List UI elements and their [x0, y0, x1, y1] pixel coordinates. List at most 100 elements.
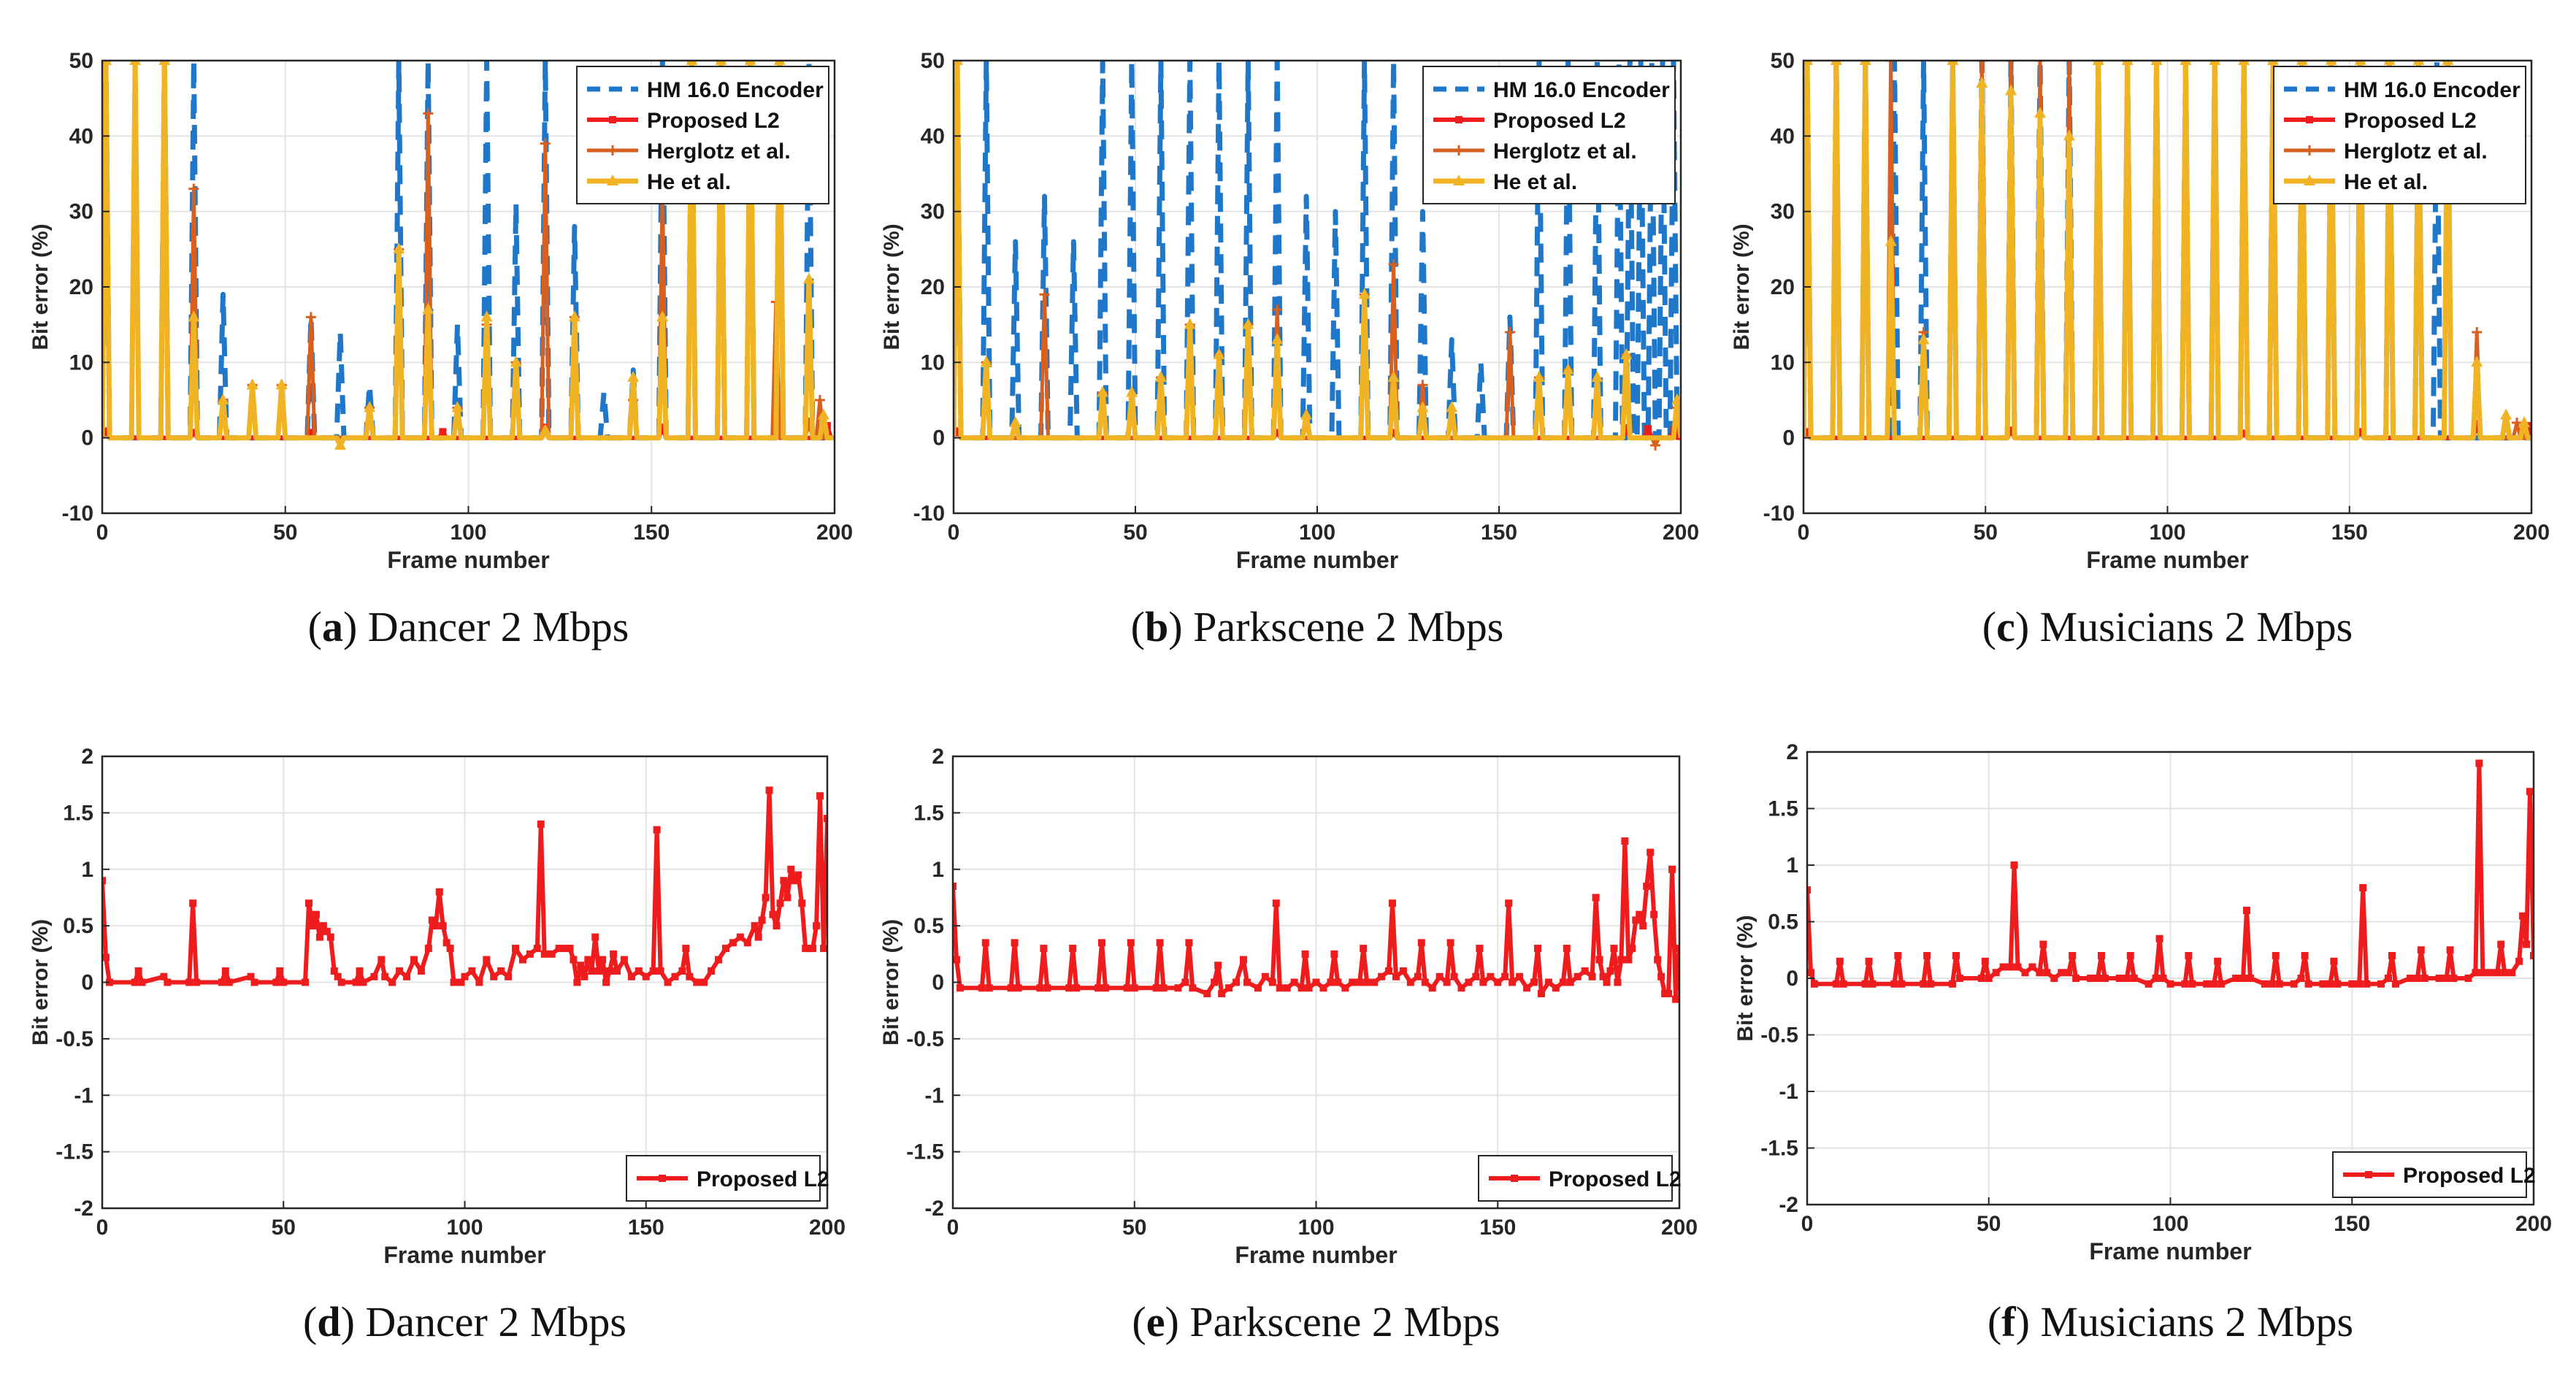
data-point	[802, 272, 815, 284]
data-point	[2508, 969, 2516, 977]
data-point	[518, 956, 526, 964]
data-point	[2472, 969, 2480, 977]
data-point	[736, 933, 744, 941]
data-point	[649, 967, 657, 975]
data-point	[1305, 984, 1313, 992]
data-point	[780, 877, 788, 885]
data-point	[2290, 980, 2298, 988]
data-point	[221, 967, 229, 975]
y-tick-label: -10	[1763, 502, 1795, 526]
data-point	[2515, 957, 2523, 965]
caption-title: Musicians 2 Mbps	[2040, 1298, 2353, 1345]
data-point	[1301, 950, 1309, 958]
data-point	[246, 378, 258, 390]
y-tick-label: 0	[932, 971, 944, 995]
data-point	[580, 972, 589, 980]
data-point	[2152, 975, 2160, 982]
data-point	[1225, 984, 1233, 992]
data-point	[1399, 967, 1407, 975]
data-point	[2058, 969, 2066, 977]
data-point	[2185, 952, 2193, 959]
data-point	[1242, 318, 1254, 329]
data-point	[954, 427, 961, 435]
series-line-hm	[954, 61, 1681, 441]
data-point	[1810, 980, 1818, 988]
y-tick-label: -1.5	[906, 1140, 944, 1164]
x-tick-label: 0	[96, 1216, 109, 1240]
data-point	[1254, 984, 1262, 992]
data-point	[2325, 61, 2337, 65]
data-point	[381, 972, 389, 980]
data-point	[2006, 963, 2015, 971]
data-point	[1923, 952, 1931, 959]
chart-panel-e: 0 50 100 150 200 -2 -1.5 -1 -0.5 0 0.5 1 1.5 2 Frame n…	[879, 745, 1698, 1345]
y-tick-label: 1.5	[1768, 797, 1798, 821]
data-point	[2097, 952, 2105, 959]
data-point	[319, 922, 327, 930]
y-axis-title: Bit error (%)	[28, 223, 53, 350]
data-point	[1457, 984, 1465, 992]
data-point	[1654, 956, 1662, 964]
data-point	[1039, 289, 1050, 300]
y-tick-label: 0	[81, 971, 93, 995]
data-point	[1007, 984, 1015, 992]
data-point	[1573, 972, 1582, 980]
data-point	[305, 899, 313, 907]
data-point	[1435, 972, 1444, 980]
data-point	[1300, 408, 1313, 420]
data-point	[2210, 980, 2218, 988]
data-point	[1552, 984, 1560, 992]
data-point	[627, 371, 640, 382]
legend-label: Proposed L2	[2344, 109, 2477, 133]
data-point	[1803, 61, 1813, 65]
y-tick-label: 20	[69, 275, 93, 299]
data-point	[1610, 945, 1618, 953]
data-point	[2181, 980, 2189, 988]
data-point	[664, 978, 672, 986]
data-point	[2240, 429, 2248, 437]
data-point	[1981, 957, 1989, 965]
x-tick-label: 50	[1977, 1212, 2001, 1236]
data-point	[2501, 969, 2509, 977]
data-point	[1414, 972, 1422, 980]
data-point	[1509, 978, 1517, 986]
data-point	[1504, 327, 1515, 337]
data-point	[247, 972, 255, 980]
data-point	[1421, 978, 1429, 986]
data-point	[2493, 969, 2502, 977]
data-point	[1189, 984, 1197, 992]
legend-marker	[607, 174, 618, 185]
data-point	[129, 61, 142, 65]
data-point	[480, 310, 493, 322]
data-point	[1388, 899, 1396, 907]
data-point	[1214, 961, 1222, 970]
data-point	[627, 972, 635, 980]
y-tick-label: -2	[74, 1197, 93, 1221]
data-point	[1319, 984, 1327, 992]
data-point	[1839, 980, 1847, 988]
data-point	[468, 967, 476, 975]
data-point	[505, 972, 513, 980]
data-point	[721, 945, 729, 953]
data-point	[102, 61, 112, 65]
data-point	[1643, 882, 1651, 890]
data-point	[370, 972, 378, 980]
data-point	[620, 956, 628, 964]
y-tick-label: 30	[69, 200, 93, 224]
data-point	[1011, 939, 1019, 947]
data-point	[809, 945, 817, 953]
data-point	[1606, 967, 1614, 975]
panel-caption: (f) Musicians 2 Mbps	[1987, 1298, 2353, 1345]
data-point	[2359, 884, 2367, 891]
data-point	[2261, 980, 2269, 988]
legend-marker	[2304, 145, 2315, 156]
data-point	[2297, 975, 2305, 982]
data-point	[762, 894, 770, 902]
data-point	[1159, 984, 1168, 992]
data-point	[307, 429, 315, 437]
caption-panel-letter: c	[1996, 603, 2015, 650]
data-point	[813, 922, 821, 930]
data-point	[1622, 424, 1630, 432]
y-tick-label: -0.5	[1760, 1024, 1798, 1048]
data-point	[1290, 978, 1298, 986]
